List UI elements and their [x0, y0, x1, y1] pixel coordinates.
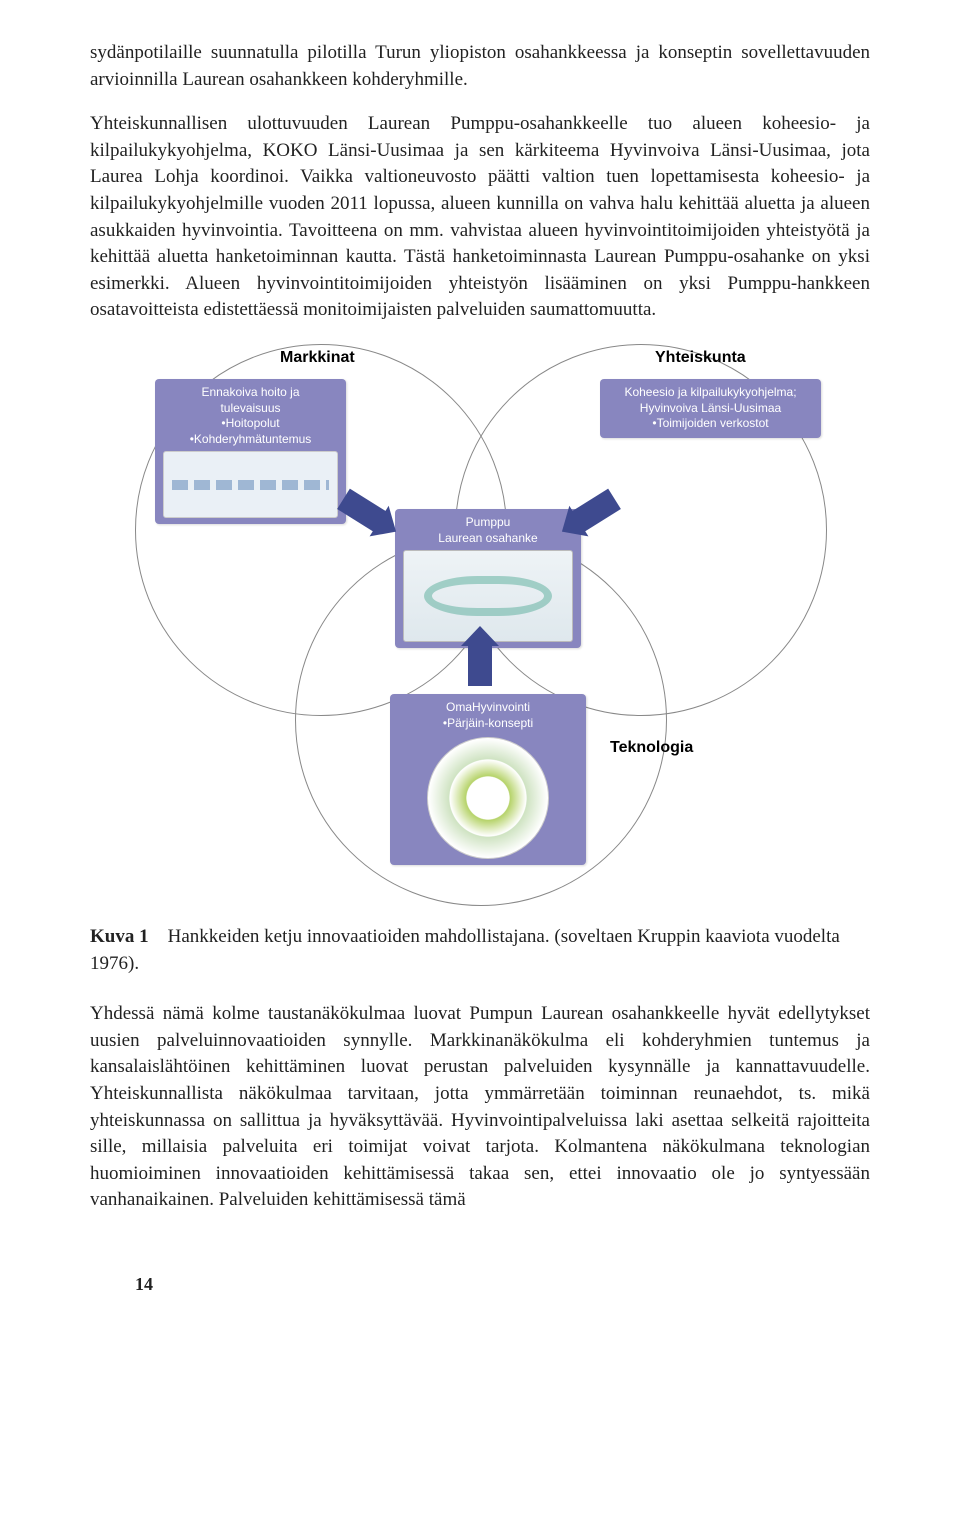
box-left-line2: tulevaisuus: [163, 401, 338, 417]
box-right-line2: Hyvinvoiva Länsi-Uusimaa: [608, 401, 813, 417]
box-teknologia: OmaHyvinvointi •Pärjäin-konsepti: [390, 694, 586, 865]
label-markkinat: Markkinat: [280, 349, 355, 367]
box-bottom-line2: •Pärjäin-konsepti: [398, 716, 578, 732]
box-center-line1: Pumppu: [403, 515, 573, 531]
label-yhteiskunta: Yhteiskunta: [655, 349, 746, 367]
figure-caption: Kuva 1 Hankkeiden ketju innovaatioiden m…: [90, 924, 870, 977]
paragraph-1: sydänpotilaille suunnatulla pilotilla Tu…: [90, 40, 870, 93]
box-right-line3: •Toimijoiden verkostot: [608, 416, 813, 432]
thumb-bottom: [427, 737, 549, 859]
label-teknologia: Teknologia: [610, 739, 693, 757]
box-left-line4: •Kohderyhmätuntemus: [163, 432, 338, 448]
caption-text: Hankkeiden ketju innovaatioiden mahdolli…: [90, 926, 840, 974]
box-yhteiskunta: Koheesio ja kilpailukykyohjelma; Hyvinvo…: [600, 379, 821, 438]
thumb-left: [163, 451, 338, 518]
box-center-line2: Laurean osahanke: [403, 531, 573, 547]
box-left-line3: •Hoitopolut: [163, 416, 338, 432]
page-number: 14: [135, 1274, 153, 1295]
caption-label: Kuva 1: [90, 926, 149, 947]
box-left-line1: Ennakoiva hoito ja: [163, 385, 338, 401]
box-right-line1: Koheesio ja kilpailukykyohjelma;: [608, 385, 813, 401]
paragraph-3: Yhdessä nämä kolme taustanäkökulmaa luov…: [90, 1001, 870, 1214]
paragraph-2: Yhteiskunnallisen ulottuvuuden Laurean P…: [90, 111, 870, 324]
arrow-bottom-to-center: [468, 644, 492, 686]
box-markkinat: Ennakoiva hoito ja tulevaisuus •Hoitopol…: [155, 379, 346, 524]
venn-diagram: Markkinat Yhteiskunta Teknologia Ennakoi…: [90, 344, 870, 904]
box-bottom-line1: OmaHyvinvointi: [398, 700, 578, 716]
